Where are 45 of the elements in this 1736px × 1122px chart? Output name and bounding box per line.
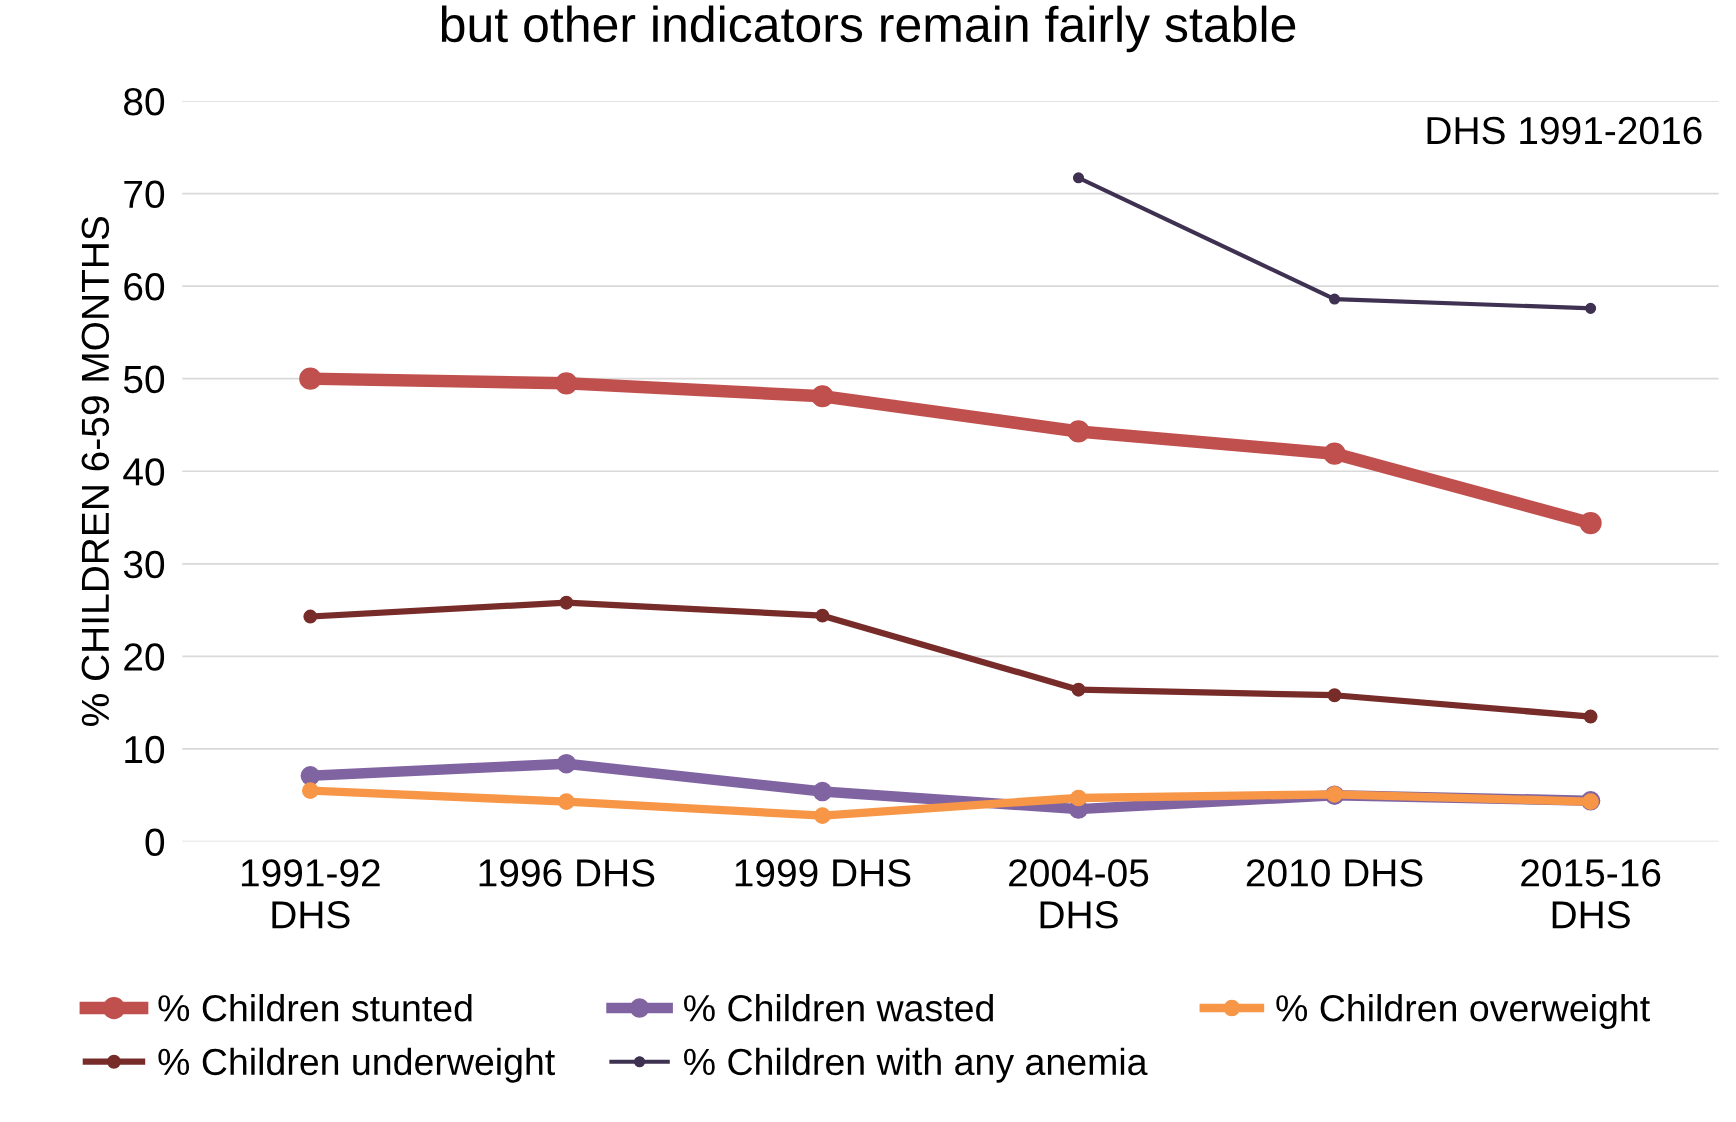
x-tick-label: 1999 DHS [735,859,911,887]
legend-label: % Children wasted [684,993,993,1022]
y-tick-label: 30 [123,550,165,579]
point [556,754,577,774]
legend-label: % Children with any anemia [684,1047,1148,1083]
legend-label: % Children overweight [1276,993,1650,1029]
point [814,807,831,824]
y-tick-label: 70 [124,180,165,209]
point [301,782,319,799]
x-tick-label: 1996 DHS [479,859,655,887]
point [299,367,322,390]
y-tick-label: 20 [124,643,165,671]
point [558,793,575,811]
x-tick-label: 2015-16 DHS [1521,859,1661,929]
y-tick-label: 80 [124,87,165,116]
y-tick-label: 0 [145,828,165,856]
point [1579,511,1602,535]
point [300,766,321,786]
point [1585,302,1597,314]
y-axis-title: % CHILDREN 6-59 MONTHS [81,216,110,726]
point [1067,420,1090,443]
x-tick-label: 1991-92 DHS [241,859,380,929]
point [1070,789,1087,807]
y-tick-label: 60 [124,273,165,301]
legend-label: % Children stunted [158,993,472,1022]
point [1583,709,1598,724]
point [1328,293,1341,305]
point [815,608,830,623]
point [812,781,833,802]
legend-label: % Children underweight [158,1047,555,1083]
point [1072,172,1085,184]
x-tick-label: 2004-05 DHS [1009,859,1149,929]
point [1071,682,1086,697]
y-tick-label: 10 [125,735,165,764]
point [1323,442,1346,465]
x-tick-label: 2010 DHS [1246,859,1423,887]
y-tick-label: 40 [123,458,165,486]
point [559,595,574,610]
point [303,609,318,624]
annotation: DHS 1991-2016 [1427,116,1702,145]
y-tick-label: 50 [123,365,165,394]
point [1327,688,1342,703]
chart-title: but other indicators remain fairly stable [441,5,1296,53]
point [811,385,834,408]
point [555,372,578,395]
